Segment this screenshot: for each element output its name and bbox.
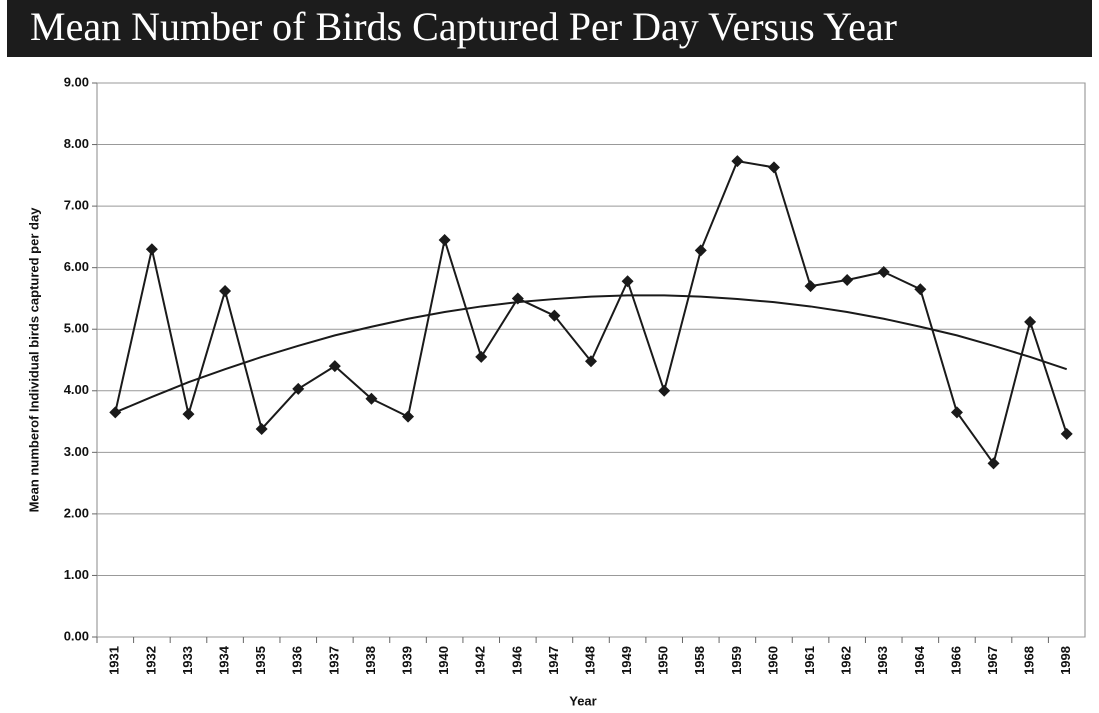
y-tick-label: 0.00: [64, 628, 89, 643]
marker: [402, 410, 415, 423]
marker: [328, 360, 341, 373]
marker: [914, 283, 927, 296]
x-tick-label: 1966: [948, 646, 963, 675]
marker: [255, 422, 268, 435]
marker: [182, 408, 195, 421]
marker: [767, 161, 780, 174]
x-tick-label: 1936: [290, 646, 305, 675]
marker: [365, 392, 378, 405]
x-tick-label: 1960: [765, 646, 780, 675]
series-line: [114, 294, 1068, 414]
y-tick-label: 6.00: [64, 259, 89, 274]
x-tick-label: 1942: [473, 646, 488, 675]
x-tick-label: 1964: [912, 645, 927, 675]
marker: [219, 285, 232, 298]
x-tick-label: 1946: [509, 646, 524, 675]
marker: [987, 457, 1000, 470]
marker: [731, 155, 744, 168]
x-tick-label: 1959: [729, 646, 744, 675]
y-tick-label: 9.00: [64, 74, 89, 89]
x-tick-label: 1939: [399, 646, 414, 675]
x-tick-label: 1935: [253, 646, 268, 675]
y-tick-label: 5.00: [64, 321, 89, 336]
marker: [950, 406, 963, 419]
y-tick-label: 8.00: [64, 136, 89, 151]
marker: [548, 309, 561, 322]
x-tick-label: 1962: [839, 646, 854, 675]
x-tick-label: 1948: [582, 646, 597, 675]
x-axis-title: Year: [569, 693, 596, 708]
y-tick-label: 1.00: [64, 567, 89, 582]
marker: [438, 233, 451, 246]
y-tick-label: 2.00: [64, 505, 89, 520]
x-tick-label: 1967: [985, 646, 1000, 675]
marker: [694, 244, 707, 257]
marker: [658, 384, 671, 397]
x-tick-label: 1933: [180, 646, 195, 675]
y-axis-title: Mean numberof Individual birds captured …: [26, 207, 41, 513]
marker: [877, 265, 890, 278]
x-tick-label: 1937: [326, 646, 341, 675]
x-tick-label: 1968: [1022, 646, 1037, 675]
x-tick-label: 1931: [107, 646, 122, 675]
marker: [1024, 315, 1037, 328]
x-tick-label: 1950: [656, 646, 671, 675]
x-tick-label: 1932: [143, 646, 158, 675]
x-tick-label: 1963: [875, 646, 890, 675]
title-bar: [7, 0, 1092, 57]
x-tick-label: 1949: [619, 646, 634, 675]
x-tick-label: 1947: [546, 646, 561, 675]
x-tick-label: 1998: [1058, 646, 1073, 675]
x-tick-label: 1938: [363, 646, 378, 675]
y-tick-label: 3.00: [64, 444, 89, 459]
x-tick-label: 1940: [436, 646, 451, 675]
marker: [1060, 427, 1073, 440]
x-tick-label: 1961: [802, 646, 817, 675]
x-tick-label: 1958: [692, 646, 707, 675]
marker: [292, 382, 305, 395]
y-tick-label: 4.00: [64, 382, 89, 397]
marker: [804, 280, 817, 293]
marker: [585, 355, 597, 368]
chart-title: Mean Number of Birds Captured Per Day Ve…: [30, 4, 897, 49]
marker: [475, 350, 488, 363]
y-tick-label: 7.00: [64, 198, 89, 213]
x-tick-label: 1934: [217, 645, 232, 675]
marker: [145, 243, 158, 256]
marker: [841, 273, 854, 286]
marker: [621, 275, 634, 288]
